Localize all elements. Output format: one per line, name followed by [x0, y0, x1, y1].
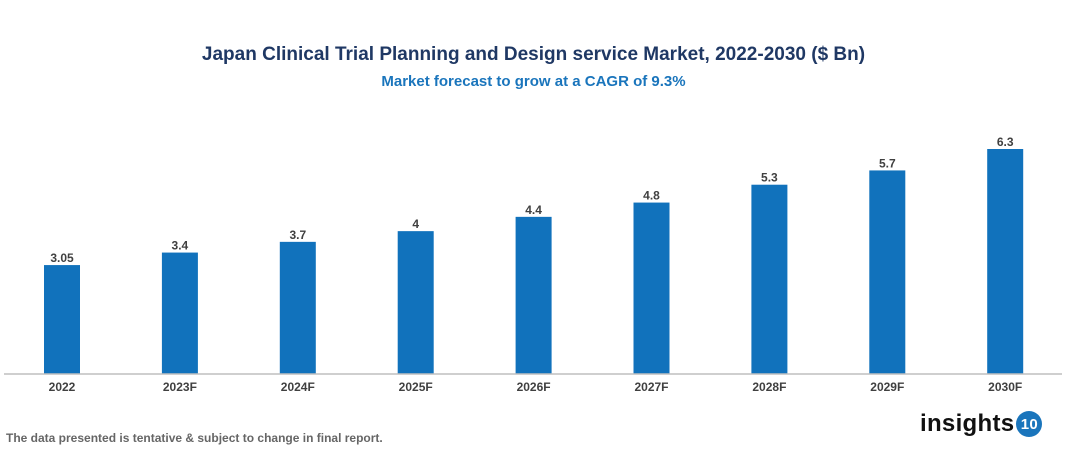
- chart-subtitle: Market forecast to grow at a CAGR of 9.3…: [381, 73, 686, 90]
- x-tick-label: 2025F: [399, 380, 433, 394]
- chart-title: Japan Clinical Trial Planning and Design…: [201, 44, 866, 65]
- x-tick-label: 2023F: [163, 380, 197, 394]
- data-label: 4.4: [525, 203, 542, 217]
- bar: [987, 149, 1024, 374]
- data-label: 4.8: [643, 189, 660, 203]
- bar: [161, 252, 198, 374]
- data-label: 5.7: [879, 156, 896, 170]
- data-label: 6.3: [997, 135, 1014, 149]
- data-label: 3.4: [172, 239, 189, 253]
- bar: [515, 216, 552, 374]
- data-label: 3.05: [50, 251, 74, 265]
- logo-text: insights: [920, 410, 1015, 437]
- x-tick-label: 2024F: [281, 380, 315, 394]
- x-tick-label: 2022: [49, 380, 76, 394]
- bar: [397, 231, 434, 374]
- x-tick-label: 2028F: [752, 380, 786, 394]
- bar: [751, 184, 788, 374]
- bar: [869, 170, 906, 374]
- disclaimer: The data presented is tentative & subjec…: [6, 431, 383, 445]
- bar: [279, 241, 316, 374]
- x-tick-label: 2030F: [988, 380, 1022, 394]
- x-tick-label: 2027F: [634, 380, 668, 394]
- bar: [44, 265, 80, 374]
- data-label: 3.7: [289, 228, 306, 242]
- x-tick-label: 2026F: [517, 380, 551, 394]
- bar: [633, 202, 670, 374]
- x-tick-label: 2029F: [870, 380, 904, 394]
- insights10-logo: insights 10: [920, 410, 1043, 438]
- data-label: 4: [412, 217, 419, 231]
- logo-badge: 10: [1016, 411, 1043, 437]
- data-label: 5.3: [761, 171, 778, 185]
